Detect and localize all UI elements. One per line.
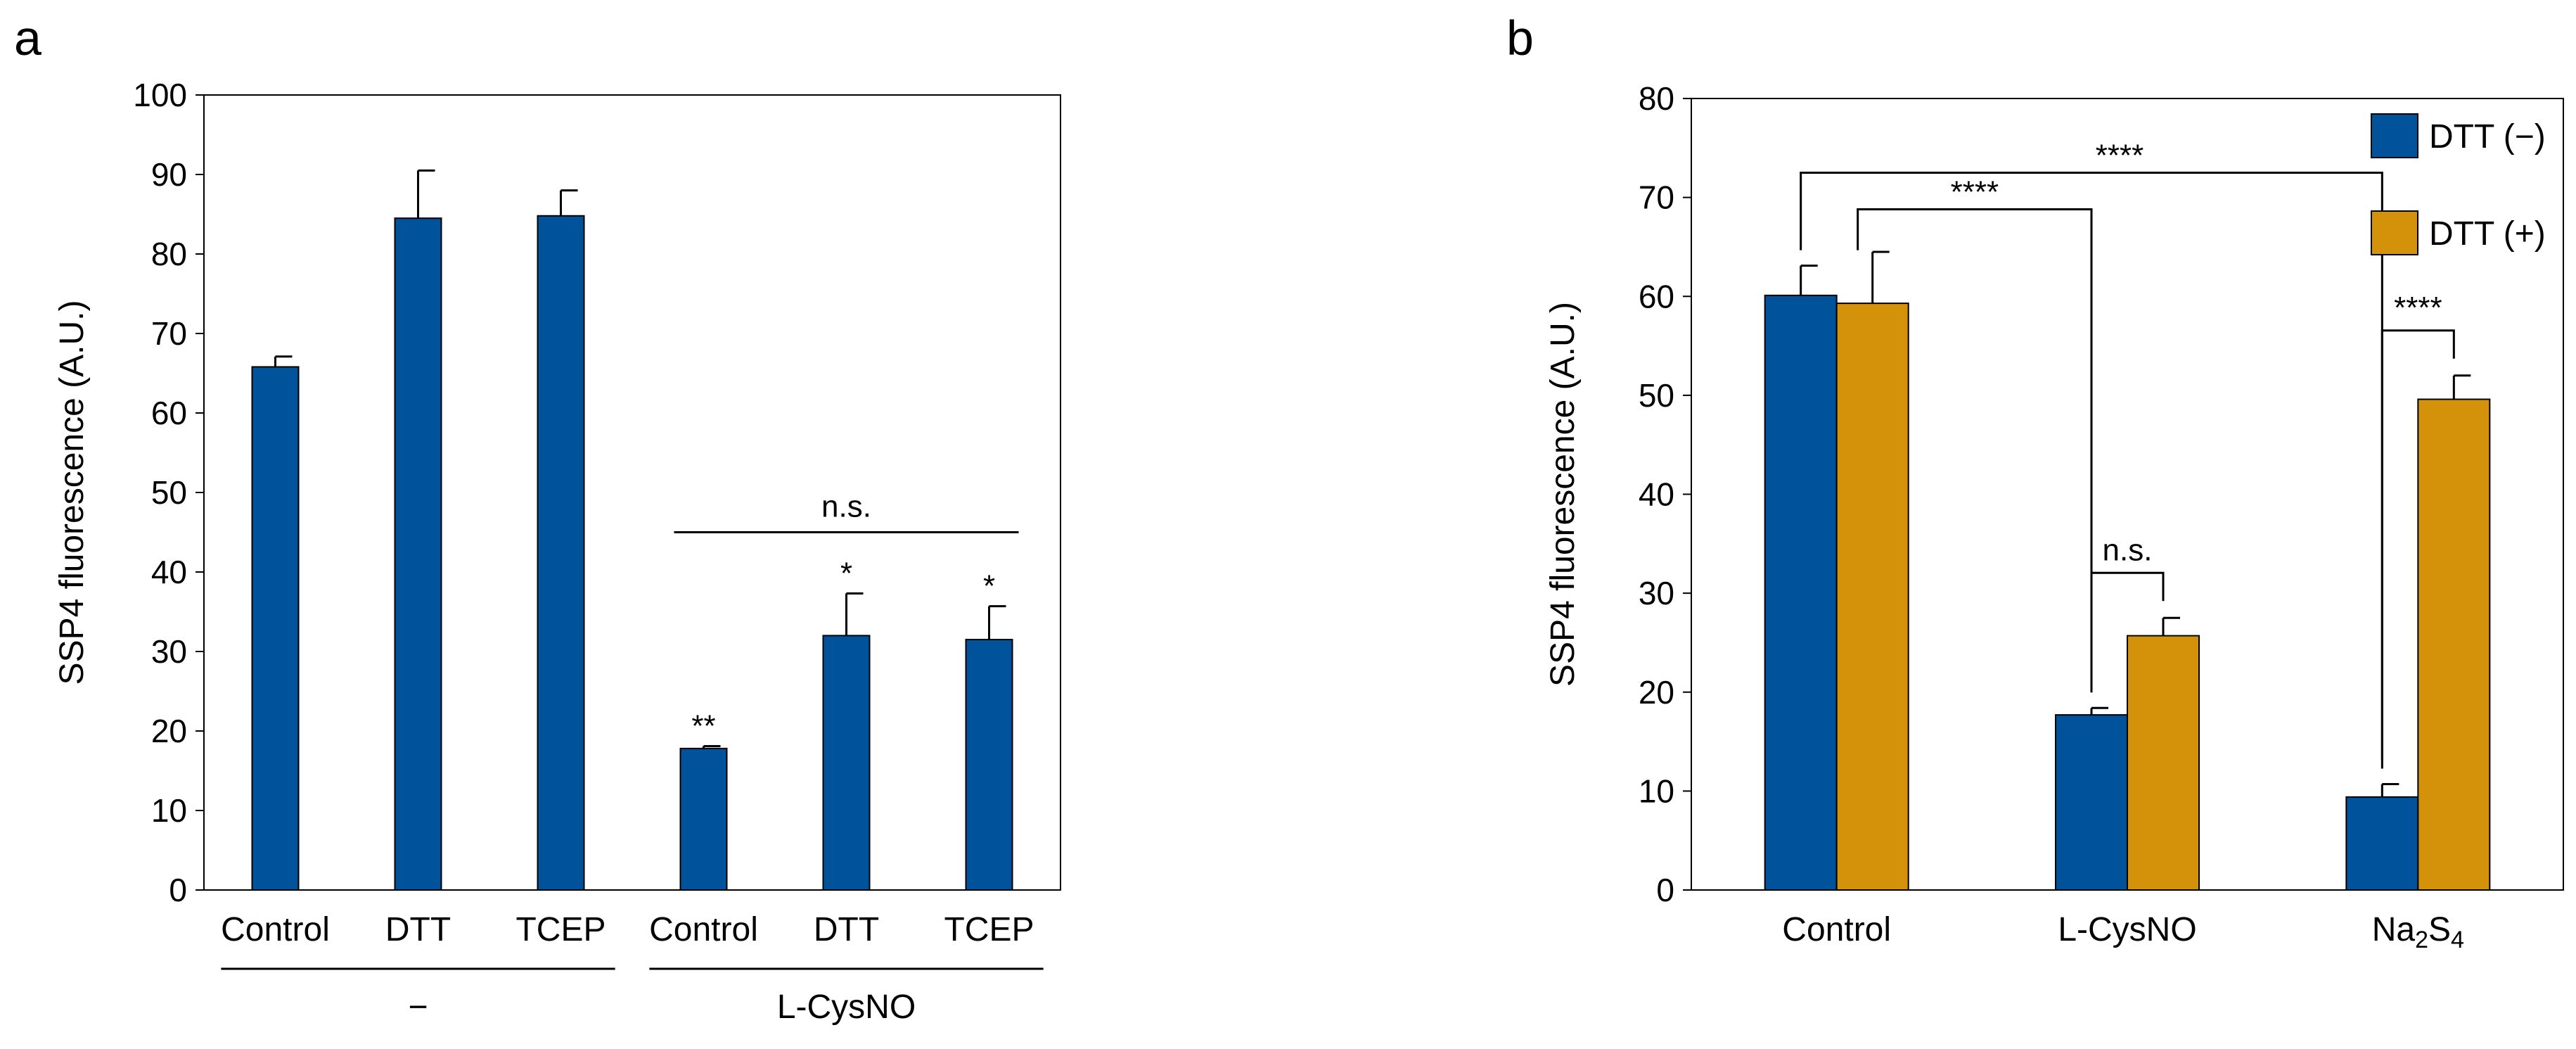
category-label-b: L-CysNO: [2058, 911, 2196, 948]
legend-swatch: [2371, 210, 2418, 255]
y-tick-label-a: 60: [151, 395, 187, 431]
significance-mark-a: *: [983, 569, 995, 604]
bracket-label-b: n.s.: [2103, 533, 2153, 567]
bracket-line-b: [2090, 571, 2165, 685]
group-label-a: L-CysNO: [777, 988, 916, 1026]
bar-b: [2345, 796, 2419, 891]
y-tick-label-b: 60: [1639, 278, 1674, 314]
y-tick-label-b: 20: [1639, 674, 1674, 711]
y-axis-title-b: SSP4 fluorescence (A.U.): [1544, 302, 1582, 687]
y-tick-label-a: 10: [151, 792, 187, 829]
y-tick-label-b: 10: [1639, 773, 1674, 809]
y-tick-label-a: 0: [169, 872, 187, 908]
y-tick-label-a: 70: [151, 315, 187, 352]
y-tick-label-a: 30: [151, 633, 187, 670]
y-tick-label-b: 0: [1656, 872, 1674, 908]
bracket-line-b: [1857, 208, 2093, 693]
bar-b: [2127, 635, 2200, 891]
category-label-a: TCEP: [515, 911, 605, 948]
y-tick-label-b: 80: [1639, 80, 1674, 117]
category-label-a: TCEP: [944, 911, 1034, 948]
legend-label: DTT (+): [2429, 215, 2546, 253]
bracket-label-b: ****: [2096, 138, 2144, 172]
bracket-label-b: ****: [2394, 291, 2442, 325]
bracket-label-a: n.s.: [821, 490, 871, 524]
category-label-a: Control: [649, 911, 758, 948]
bar-b: [1764, 294, 1838, 891]
y-tick-label-a: 50: [151, 474, 187, 511]
y-tick-label-a: 40: [151, 554, 187, 590]
panel-letter-b: b: [1506, 11, 1534, 65]
bar-b: [2417, 398, 2491, 891]
category-label-b: Na2S4: [2372, 911, 2464, 953]
legend-swatch: [2371, 113, 2418, 158]
plot-frame-a: [203, 94, 1061, 891]
bar-b: [1835, 303, 1909, 891]
bar-a: [394, 217, 442, 891]
y-axis-title-a: SSP4 fluorescence (A.U.): [53, 300, 91, 685]
bar-a: [537, 215, 585, 891]
y-tick-label-a: 80: [151, 236, 187, 272]
panel-a-chart: 0 10 20 30 40 50 60 70 80 90 100 SSP4 fluorescence …: [53, 77, 1061, 1026]
y-tick-label-b: 50: [1639, 377, 1674, 414]
bracket-label-b: ****: [1951, 175, 1999, 210]
bar-a: [251, 366, 300, 891]
significance-mark-a: *: [840, 557, 852, 591]
legend-label: DTT (−): [2429, 118, 2546, 155]
panel-b-chart: 0 10 20 30 40 50 60 70 80 SSP4 fluorescence (A.U.…: [1544, 80, 2564, 953]
bar-a: [965, 639, 1013, 891]
y-tick-label-b: 30: [1639, 575, 1674, 611]
y-tick-label-b: 70: [1639, 179, 1674, 216]
category-label-a: DTT: [385, 911, 451, 948]
significance-mark-a: **: [691, 708, 715, 743]
bar-a: [679, 747, 728, 891]
bracket-line-b: [2380, 329, 2455, 761]
group-label-a: −: [408, 988, 428, 1026]
category-label-b: Control: [1782, 911, 1891, 948]
y-tick-label-a: 90: [151, 156, 187, 193]
panel-letter-a: a: [14, 11, 41, 65]
y-tick-label-a: 20: [151, 713, 187, 749]
bar-b: [2055, 714, 2128, 891]
y-tick-label-b: 40: [1639, 476, 1674, 513]
y-tick-label-a: 100: [133, 77, 187, 113]
category-label-a: DTT: [814, 911, 879, 948]
bar-a: [822, 635, 871, 891]
category-label-a: Control: [221, 911, 330, 948]
